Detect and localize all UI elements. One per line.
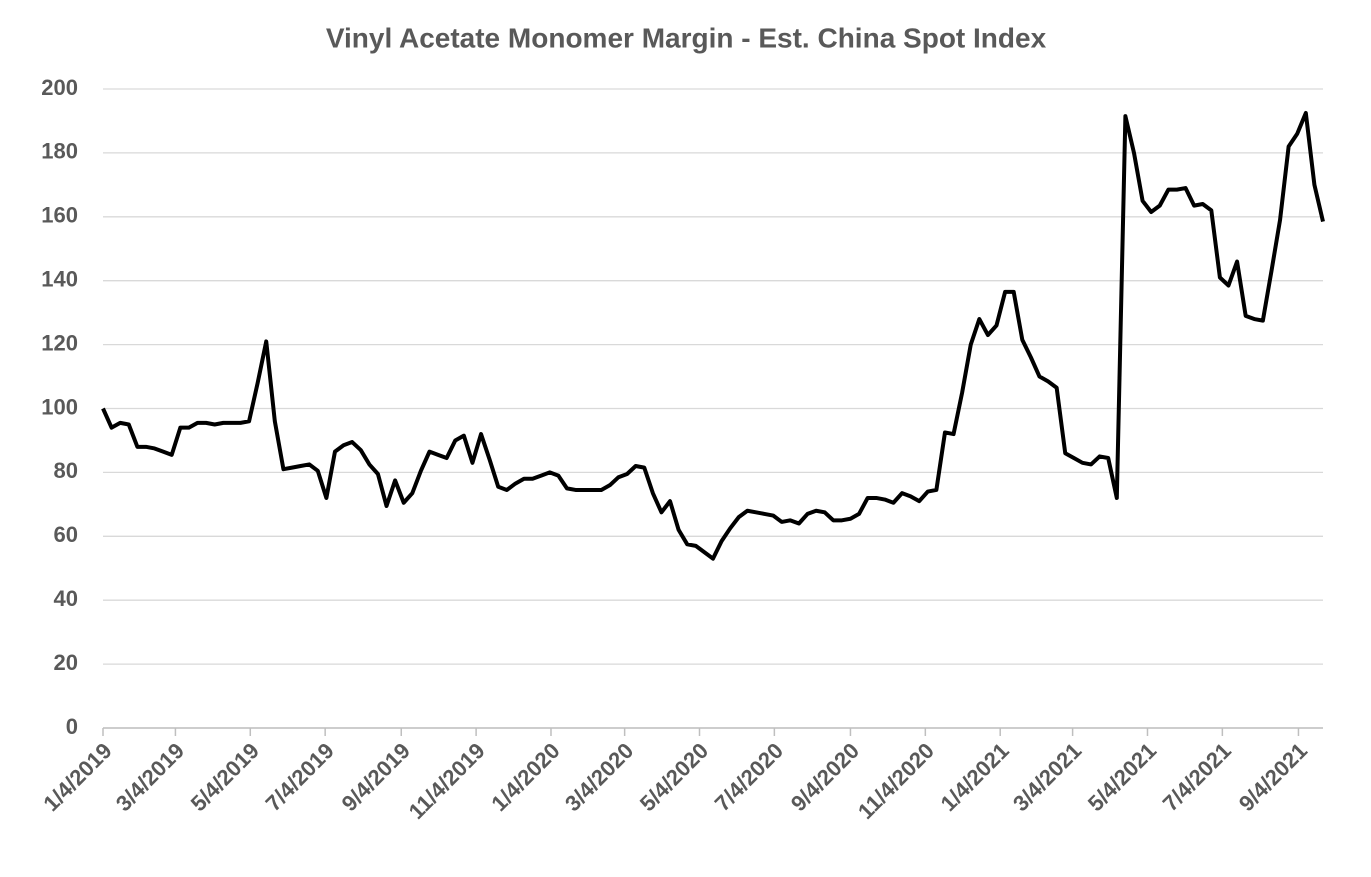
x-tick-label: 7/4/2019 bbox=[261, 738, 339, 816]
x-tick-label: 11/4/2020 bbox=[853, 738, 939, 824]
x-tick-label: 7/4/2021 bbox=[1158, 738, 1236, 816]
x-tick-label: 9/4/2020 bbox=[786, 738, 864, 816]
x-tick-label: 9/4/2019 bbox=[337, 738, 415, 816]
x-tick-label: 1/4/2021 bbox=[936, 738, 1014, 816]
y-tick-label: 120 bbox=[41, 330, 78, 355]
x-tick-label: 9/4/2021 bbox=[1234, 738, 1312, 816]
data-line bbox=[101, 110, 1325, 561]
y-tick-label: 60 bbox=[54, 522, 78, 547]
y-tick-label: 100 bbox=[41, 394, 78, 419]
y-tick-label: 140 bbox=[41, 267, 78, 292]
x-tick-label: 1/4/2020 bbox=[486, 738, 564, 816]
x-tick-label: 11/4/2019 bbox=[404, 738, 490, 824]
chart-title: Vinyl Acetate Monomer Margin - Est. Chin… bbox=[326, 22, 1047, 53]
x-tick-label: 5/4/2020 bbox=[635, 738, 713, 816]
x-tick-label: 3/4/2021 bbox=[1008, 738, 1086, 816]
x-tick-label: 5/4/2021 bbox=[1083, 738, 1161, 816]
y-tick-label: 160 bbox=[41, 203, 78, 228]
x-tick-label: 5/4/2019 bbox=[186, 738, 264, 816]
x-tick-label: 1/4/2019 bbox=[38, 738, 116, 816]
x-tick-label: 3/4/2020 bbox=[560, 738, 638, 816]
y-tick-label: 40 bbox=[54, 586, 78, 611]
x-tick-label: 7/4/2020 bbox=[710, 738, 788, 816]
y-tick-label: 80 bbox=[54, 458, 78, 483]
y-tick-label: 0 bbox=[66, 714, 78, 739]
y-tick-label: 20 bbox=[54, 650, 78, 675]
x-tick-label: 3/4/2019 bbox=[111, 738, 189, 816]
y-tick-label: 200 bbox=[41, 75, 78, 100]
y-tick-label: 180 bbox=[41, 139, 78, 164]
